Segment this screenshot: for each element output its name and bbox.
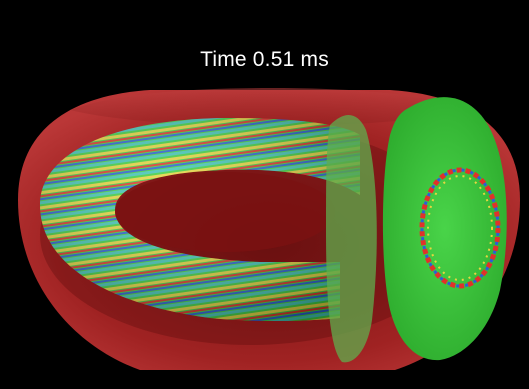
mode-ring xyxy=(419,167,501,289)
time-label: Time 0.51 ms xyxy=(200,48,329,71)
vessel-top-rim xyxy=(70,88,470,126)
poloidal-cross-section xyxy=(382,97,507,361)
cut-plane-slab xyxy=(326,114,377,363)
plasma-torus xyxy=(40,118,360,321)
